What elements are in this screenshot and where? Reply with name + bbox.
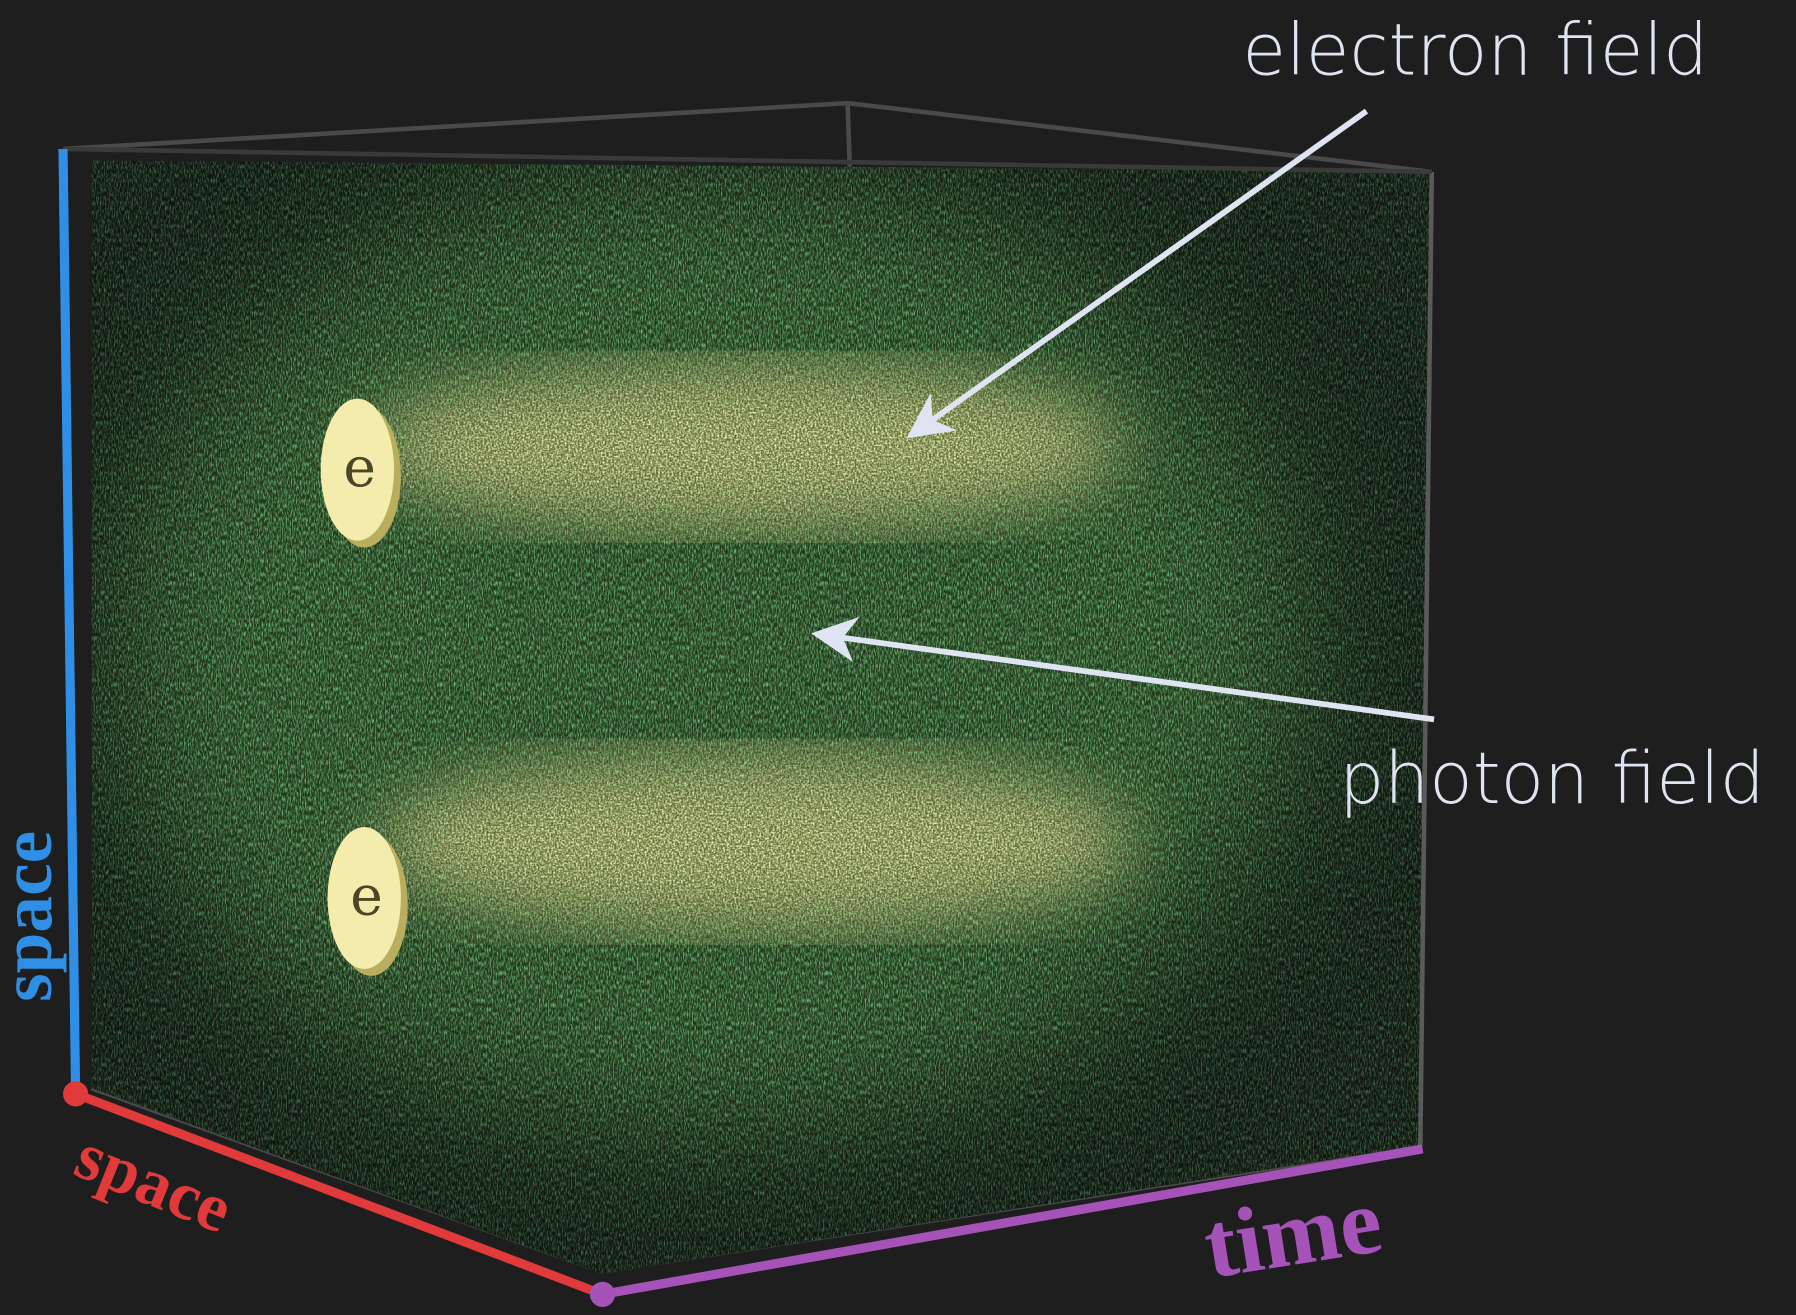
page: {"labels": {"electron_field": "electron … [0, 0, 1796, 1315]
field-volume [69, 137, 1443, 1282]
label-photon-field: photon field [1339, 737, 1765, 820]
axis-corner [590, 1282, 615, 1307]
diagram: space space time e e electron field phot… [0, 0, 1796, 1315]
electron-label: e [350, 863, 383, 927]
label-electron-field: electron field [1242, 9, 1708, 92]
axis-label-space-vertical: space [0, 831, 67, 1002]
electron-label: e [343, 435, 376, 499]
axis-origin [63, 1081, 88, 1106]
electron-bands [69, 137, 1443, 1282]
